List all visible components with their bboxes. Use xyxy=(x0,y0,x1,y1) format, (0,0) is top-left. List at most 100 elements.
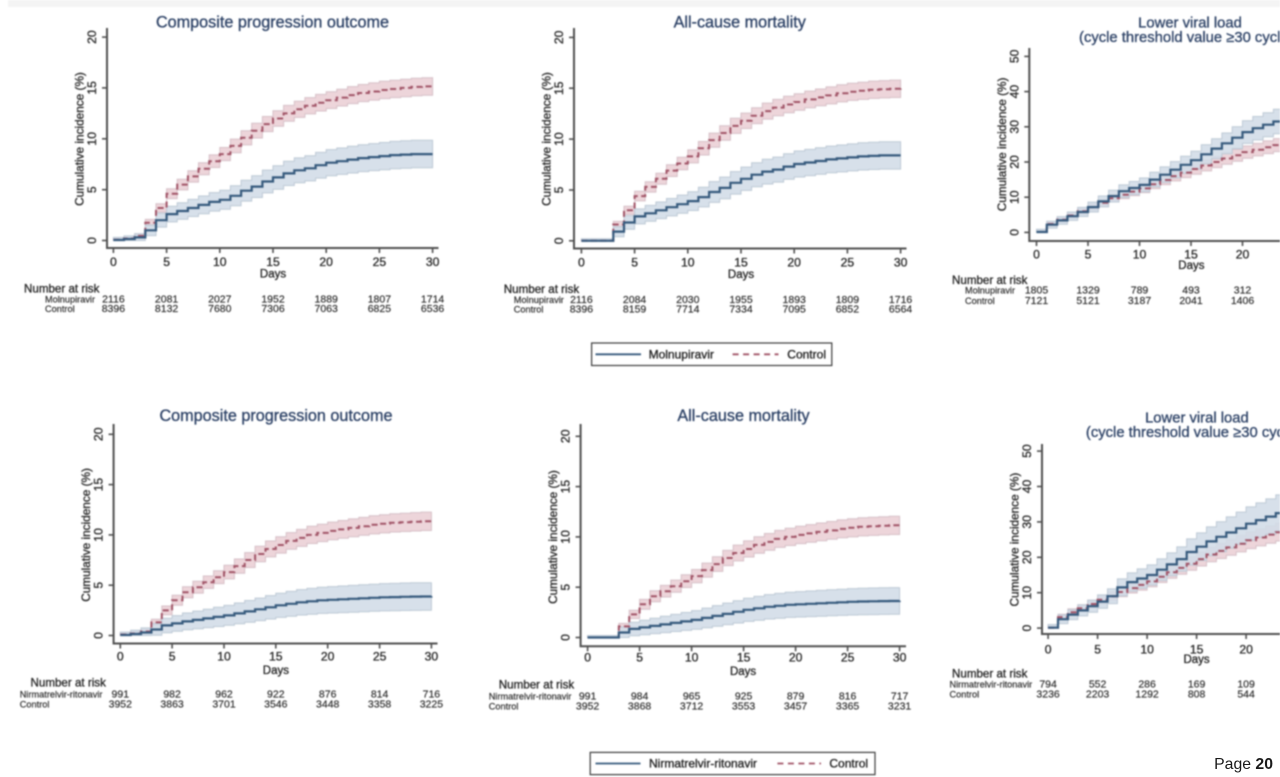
svg-text:552: 552 xyxy=(1089,678,1107,690)
svg-text:10: 10 xyxy=(85,132,99,146)
svg-text:109: 109 xyxy=(1237,678,1255,690)
svg-text:6852: 6852 xyxy=(836,304,860,316)
svg-text:6825: 6825 xyxy=(368,303,392,315)
svg-text:15: 15 xyxy=(559,480,573,494)
svg-text:312: 312 xyxy=(1234,284,1252,296)
svg-text:8132: 8132 xyxy=(155,303,179,315)
svg-text:2116: 2116 xyxy=(570,294,593,306)
svg-text:10: 10 xyxy=(1007,190,1021,204)
svg-text:20: 20 xyxy=(552,30,566,44)
svg-text:1805: 1805 xyxy=(1025,284,1049,296)
svg-text:0: 0 xyxy=(552,237,566,244)
svg-text:8159: 8159 xyxy=(623,304,647,316)
svg-text:2203: 2203 xyxy=(1086,688,1110,700)
svg-text:50: 50 xyxy=(1020,444,1034,458)
svg-text:789: 789 xyxy=(1131,284,1149,296)
svg-text:Days: Days xyxy=(1178,260,1204,272)
svg-text:1716: 1716 xyxy=(889,294,913,306)
svg-text:20: 20 xyxy=(319,255,333,269)
svg-text:5: 5 xyxy=(169,650,176,664)
svg-text:1292: 1292 xyxy=(1135,688,1159,700)
svg-text:15: 15 xyxy=(85,81,99,95)
svg-text:1714: 1714 xyxy=(421,293,445,305)
svg-text:5121: 5121 xyxy=(1076,295,1100,307)
svg-text:0: 0 xyxy=(110,255,117,269)
svg-text:Control: Control xyxy=(20,699,50,709)
svg-text:5: 5 xyxy=(1094,643,1101,657)
svg-text:816: 816 xyxy=(839,690,857,702)
svg-text:All-cause mortality: All-cause mortality xyxy=(674,14,807,32)
svg-text:3231: 3231 xyxy=(888,700,912,712)
svg-text:814: 814 xyxy=(371,688,389,700)
svg-text:Cumulative incidence (%): Cumulative incidence (%) xyxy=(540,72,554,206)
svg-text:7680: 7680 xyxy=(208,303,232,315)
svg-text:5: 5 xyxy=(636,651,643,665)
svg-text:3236: 3236 xyxy=(1036,688,1060,700)
svg-text:493: 493 xyxy=(1182,284,1200,296)
svg-text:2116: 2116 xyxy=(102,293,125,305)
svg-text:7714: 7714 xyxy=(676,304,700,316)
svg-text:0: 0 xyxy=(578,256,585,270)
svg-text:15: 15 xyxy=(1190,643,1204,657)
svg-text:3712: 3712 xyxy=(680,700,704,712)
svg-text:10: 10 xyxy=(559,530,573,544)
svg-text:5: 5 xyxy=(92,582,106,589)
svg-text:2081: 2081 xyxy=(155,293,179,305)
svg-text:3952: 3952 xyxy=(576,700,600,712)
svg-text:20: 20 xyxy=(92,427,106,441)
svg-text:Days: Days xyxy=(260,269,286,281)
svg-text:Control: Control xyxy=(829,757,868,771)
svg-text:1952: 1952 xyxy=(261,293,285,305)
svg-text:0: 0 xyxy=(1033,248,1040,262)
svg-text:5: 5 xyxy=(85,186,99,193)
svg-text:Days: Days xyxy=(1183,654,1209,666)
svg-text:50: 50 xyxy=(1007,49,1021,63)
svg-text:984: 984 xyxy=(631,690,649,702)
svg-text:5: 5 xyxy=(559,584,573,591)
svg-text:25: 25 xyxy=(373,255,387,269)
svg-text:Nirmatrelvir-ritonavir: Nirmatrelvir-ritonavir xyxy=(489,691,572,701)
svg-text:0: 0 xyxy=(1045,643,1052,657)
svg-text:20: 20 xyxy=(787,256,801,270)
svg-text:5: 5 xyxy=(631,256,638,270)
svg-text:40: 40 xyxy=(1020,480,1034,494)
svg-text:7095: 7095 xyxy=(783,304,807,316)
svg-text:991: 991 xyxy=(112,688,130,700)
svg-text:Days: Days xyxy=(263,665,289,677)
svg-text:3225: 3225 xyxy=(420,698,444,710)
svg-text:20: 20 xyxy=(1239,643,1253,657)
svg-text:Composite progression outcome: Composite progression outcome xyxy=(159,407,392,425)
svg-text:7306: 7306 xyxy=(261,303,285,315)
svg-text:Control: Control xyxy=(45,304,75,314)
svg-text:3365: 3365 xyxy=(836,700,860,712)
svg-text:15: 15 xyxy=(737,651,751,665)
svg-text:30: 30 xyxy=(893,651,907,665)
svg-text:2027: 2027 xyxy=(208,293,232,305)
svg-text:10: 10 xyxy=(1133,248,1147,262)
svg-text:Control: Control xyxy=(489,701,519,711)
svg-text:Control: Control xyxy=(787,348,826,362)
svg-text:1329: 1329 xyxy=(1076,284,1100,296)
svg-text:7121: 7121 xyxy=(1025,295,1049,307)
svg-text:15: 15 xyxy=(552,81,566,95)
svg-text:10: 10 xyxy=(1140,643,1154,657)
svg-text:30: 30 xyxy=(425,650,439,664)
svg-text:3701: 3701 xyxy=(212,698,236,710)
svg-text:15: 15 xyxy=(266,255,280,269)
svg-text:10: 10 xyxy=(92,528,106,542)
svg-text:Cumulative incidence (%): Cumulative incidence (%) xyxy=(73,72,87,206)
svg-text:965: 965 xyxy=(683,690,701,702)
svg-text:Number at risk: Number at risk xyxy=(31,676,107,689)
svg-text:20: 20 xyxy=(321,650,335,664)
svg-text:1955: 1955 xyxy=(729,294,753,306)
svg-text:Lower viral load: Lower viral load xyxy=(1138,15,1242,31)
svg-text:Days: Days xyxy=(728,269,754,281)
svg-text:6564: 6564 xyxy=(889,304,913,316)
svg-text:30: 30 xyxy=(894,256,908,270)
svg-text:1809: 1809 xyxy=(836,294,860,306)
svg-text:Cumulative incidence (%): Cumulative incidence (%) xyxy=(995,77,1009,211)
svg-text:Lower viral load: Lower viral load xyxy=(1145,411,1249,427)
svg-text:922: 922 xyxy=(267,688,285,700)
svg-text:717: 717 xyxy=(891,690,909,702)
svg-text:Number at risk: Number at risk xyxy=(24,282,100,295)
